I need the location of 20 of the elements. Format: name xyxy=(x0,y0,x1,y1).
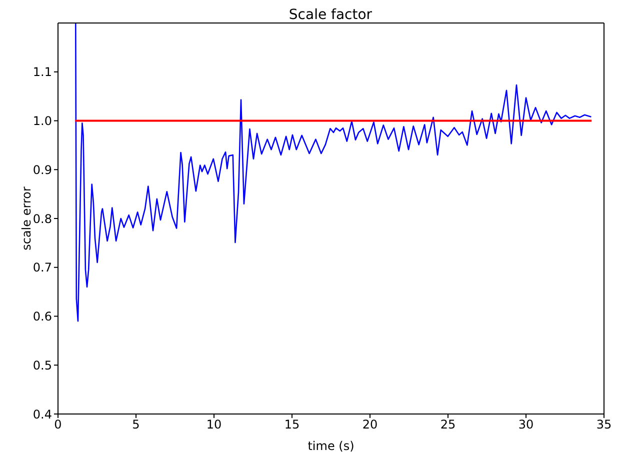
y-tick-label: 0.7 xyxy=(32,260,52,275)
y-tick-label: 0.8 xyxy=(32,212,52,226)
x-tick-label: 10 xyxy=(206,418,222,432)
x-tick-label: 0 xyxy=(54,418,62,432)
chart-title: Scale factor xyxy=(288,7,374,23)
x-tick-label: 15 xyxy=(284,418,300,432)
line-series xyxy=(74,23,592,322)
y-axis-title: scale error xyxy=(19,186,34,250)
y-tick-label: 0.6 xyxy=(32,310,52,324)
x-tick-label: 25 xyxy=(440,418,456,432)
x-tick-label: 30 xyxy=(518,418,534,432)
y-tick-label: 0.4 xyxy=(32,407,52,422)
y-tick-label: 0.9 xyxy=(32,162,52,177)
x-tick-label: 5 xyxy=(132,418,140,432)
y-tick-label: 1.1 xyxy=(32,65,52,80)
y-tick-label: 0.5 xyxy=(32,358,52,372)
x-tick-label: 20 xyxy=(362,418,378,432)
x-axis-title: time (s) xyxy=(308,439,354,453)
x-tick-label: 35 xyxy=(596,418,612,432)
y-tick-label: 1.0 xyxy=(32,114,52,128)
